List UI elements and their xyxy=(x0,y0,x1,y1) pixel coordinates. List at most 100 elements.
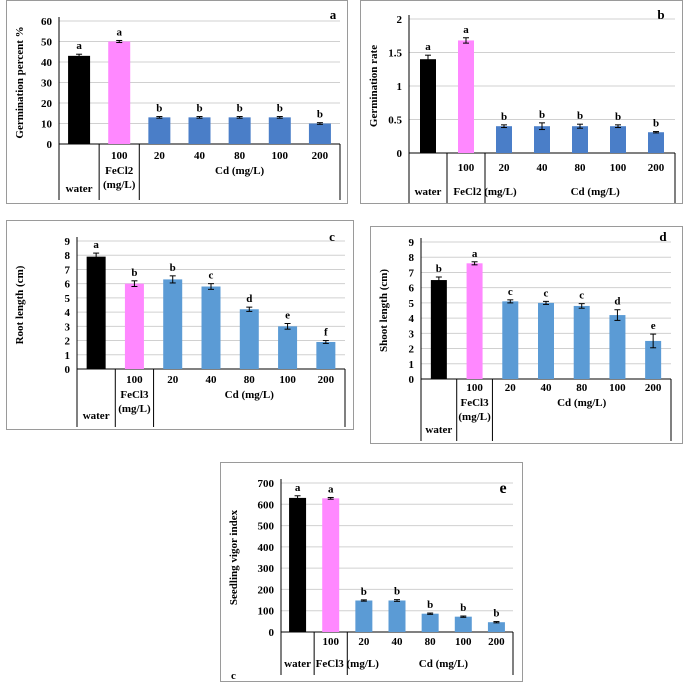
group-label-cd: Cd (mg/L) xyxy=(225,389,275,401)
y-tick-label: 8 xyxy=(65,250,71,262)
y-tick-label: 0 xyxy=(47,139,53,151)
chart-panel-e: 0 100 200 300 400 500 600 700 Seedling vigor ind… xyxy=(220,462,523,682)
y-tick-label: 0 xyxy=(65,364,71,376)
group-label-fe-unit: (mg/L) xyxy=(118,403,151,415)
root-length-chart: 0 1 2 3 4 5 6 7 8 9 Root length (cm) a b b c d e f water 10… xyxy=(14,229,346,427)
significance-letter: b xyxy=(501,111,507,123)
category-label: 20 xyxy=(167,374,179,386)
bar xyxy=(355,600,373,632)
seedling-vigor-chart: 0 100 200 300 400 500 600 700 Seedling vigor ind… xyxy=(228,478,514,682)
significance-letter: b xyxy=(196,103,202,115)
y-tick-label: 300 xyxy=(258,563,275,575)
bar xyxy=(188,117,211,144)
bar xyxy=(458,40,474,153)
y-tick-label: 100 xyxy=(258,606,275,618)
y-tick-label: 40 xyxy=(41,57,53,69)
significance-letter: b xyxy=(460,602,466,614)
bar xyxy=(610,126,626,153)
y-tick-label: 60 xyxy=(41,16,53,28)
bar xyxy=(538,302,554,379)
significance-letter: c xyxy=(508,286,513,298)
y-tick-label: 200 xyxy=(258,584,275,596)
category-label: 100 xyxy=(458,162,475,174)
category-label: 200 xyxy=(318,374,335,386)
bar xyxy=(645,340,662,379)
panel-letter: b xyxy=(657,7,664,22)
bar xyxy=(163,279,183,369)
y-tick-label: 0 xyxy=(397,148,403,160)
group-label-fe: FeCl2 xyxy=(105,165,134,177)
category-label: 100 xyxy=(609,382,626,394)
significance-letter: b xyxy=(577,110,583,122)
y-tick-label: 700 xyxy=(258,478,275,490)
y-tick-label: 8 xyxy=(409,252,415,264)
category-label: 20 xyxy=(358,636,370,648)
significance-letter: c xyxy=(209,270,214,282)
category-label: 80 xyxy=(576,382,588,394)
y-axis-title: Seedling vigor index xyxy=(228,509,240,605)
chart-panel-d: 0 1 2 3 4 5 6 7 8 9 Shoot length (cm) b a c c c d e water 1… xyxy=(370,226,683,444)
group-label-cd: Cd (mg/L) xyxy=(571,186,621,198)
y-tick-label: 10 xyxy=(41,119,53,131)
significance-letter: c xyxy=(579,290,584,302)
y-tick-label: 500 xyxy=(258,521,275,533)
y-tick-label: 30 xyxy=(41,78,53,90)
category-label: 80 xyxy=(425,636,437,648)
y-tick-label: 9 xyxy=(409,237,415,249)
bar xyxy=(278,326,298,369)
significance-letter: b xyxy=(156,103,162,115)
category-label: 100 xyxy=(279,374,296,386)
category-label: 100 xyxy=(466,382,483,394)
y-tick-label: 9 xyxy=(65,236,71,248)
group-label-water: water xyxy=(66,183,93,195)
bar xyxy=(86,256,106,369)
significance-letter: a xyxy=(472,248,478,260)
category-label: 100 xyxy=(610,162,627,174)
bar xyxy=(420,59,436,154)
category-label: 80 xyxy=(244,374,256,386)
bar xyxy=(573,305,590,379)
bar xyxy=(421,613,439,632)
y-tick-label: 0 xyxy=(269,627,275,639)
y-tick-label: 7 xyxy=(65,264,71,276)
bar xyxy=(239,309,259,369)
category-label: 20 xyxy=(505,382,517,394)
significance-letter: c xyxy=(544,287,549,299)
bar xyxy=(487,622,505,632)
bar xyxy=(124,283,144,369)
significance-letter: a xyxy=(76,40,82,52)
category-label: 80 xyxy=(575,162,587,174)
significance-letter: f xyxy=(324,327,328,339)
germination-percent-chart: 0 10 20 30 40 50 60 Germination percent % a a b b b b… xyxy=(14,7,341,200)
significance-letter: e xyxy=(651,320,656,332)
bar xyxy=(289,497,307,632)
category-label: 40 xyxy=(537,162,549,174)
significance-letter: a xyxy=(93,239,99,251)
significance-letter: a xyxy=(328,483,334,495)
y-tick-label: 0 xyxy=(409,374,415,386)
category-label: 100 xyxy=(272,150,289,162)
significance-letter: b xyxy=(436,263,442,275)
chart-panel-b: 0 0.5 1 1.5 2 Germination rate a a b b b b b water 100… xyxy=(360,0,683,204)
category-label: 80 xyxy=(234,150,246,162)
bar xyxy=(228,117,251,144)
bar xyxy=(648,132,664,153)
bar xyxy=(316,341,336,369)
y-tick-label: 6 xyxy=(409,283,415,295)
group-label-water: water xyxy=(425,424,452,436)
y-axis-title: Root length (cm) xyxy=(14,265,26,344)
y-tick-label: 5 xyxy=(409,298,415,310)
significance-letter: a xyxy=(463,24,469,36)
category-label: 20 xyxy=(499,162,511,174)
significance-letter: a xyxy=(425,41,431,53)
y-tick-label: 2 xyxy=(65,336,71,348)
y-tick-label: 1.5 xyxy=(388,48,402,60)
bar xyxy=(268,117,291,144)
germination-rate-chart: 0 0.5 1 1.5 2 Germination rate a a b b b b b water 100… xyxy=(368,7,676,203)
significance-letter: b xyxy=(277,103,283,115)
bar xyxy=(534,126,550,153)
significance-letter: d xyxy=(246,293,252,305)
y-tick-label: 20 xyxy=(41,98,53,110)
group-label-cd: Cd (mg/L) xyxy=(215,165,265,177)
bar xyxy=(201,286,221,369)
